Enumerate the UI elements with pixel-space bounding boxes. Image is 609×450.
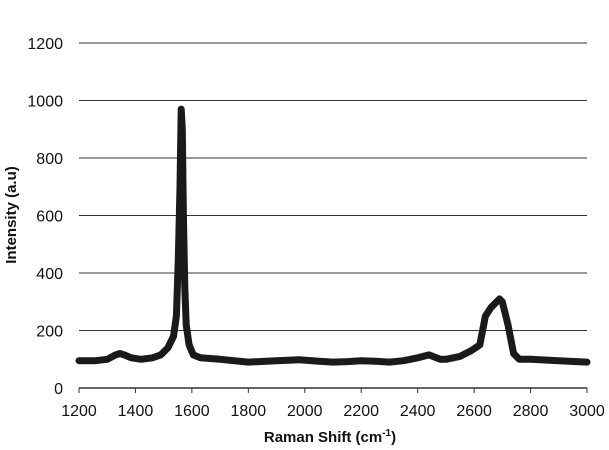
x-axis-title: Raman Shift (cm-1) xyxy=(264,428,396,446)
x-tick-label-1200: 1200 xyxy=(61,403,97,420)
x-axis-title-sup: -1 xyxy=(382,428,391,439)
y-axis-title: Intensity (a.u) xyxy=(3,166,20,264)
x-tick-label-2600: 2600 xyxy=(456,403,492,420)
x-tick-label-2200: 2200 xyxy=(343,403,379,420)
x-axis-title-main: Raman Shift (cm xyxy=(264,429,382,446)
x-tick-label-1600: 1600 xyxy=(174,403,210,420)
x-tick-label-1400: 1400 xyxy=(118,403,154,420)
spectrum-line xyxy=(75,105,591,366)
y-tick-label-400: 400 xyxy=(36,266,63,283)
y-tick-label-0: 0 xyxy=(54,381,63,398)
y-tick-label-600: 600 xyxy=(36,209,63,226)
x-tick-label-1800: 1800 xyxy=(231,403,267,420)
y-tick-label-1200: 1200 xyxy=(27,36,63,53)
y-tick-label-1000: 1000 xyxy=(27,94,63,111)
x-axis-title-suffix: ) xyxy=(391,429,396,446)
x-tick-labels: 1200 1400 1600 1800 2000 2200 2400 2600 2800 3000 xyxy=(61,403,605,420)
y-tick-labels: 0 200 400 600 800 1000 1200 xyxy=(27,36,63,398)
x-tick-label-2000: 2000 xyxy=(287,403,323,420)
grid-lines xyxy=(78,42,588,393)
x-tick-label-2400: 2400 xyxy=(400,403,436,420)
y-tick-label-200: 200 xyxy=(36,324,63,341)
y-tick-label-800: 800 xyxy=(36,151,63,168)
x-tick-label-2800: 2800 xyxy=(513,403,549,420)
x-tick-label-3000: 3000 xyxy=(569,403,605,420)
